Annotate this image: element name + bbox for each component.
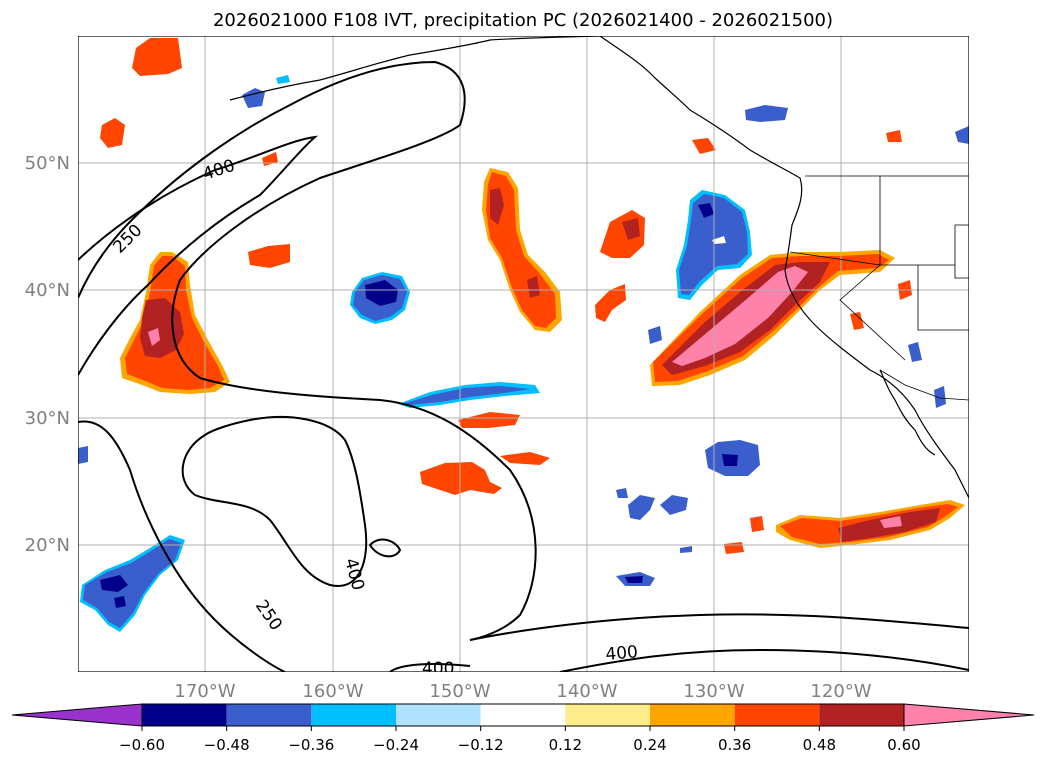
- positive-anomaly-features: [100, 38, 965, 554]
- ivt-contour-400: [559, 648, 969, 672]
- x-tick-label: 170°W: [174, 681, 235, 702]
- colorbar-segment: [650, 704, 735, 726]
- map-area: 250 400 400 250 400 400: [78, 36, 969, 679]
- contour-label: 400: [422, 659, 454, 679]
- colorbar-tick-label: 0.48: [803, 736, 836, 754]
- coastline-alaska: [229, 36, 601, 101]
- ivt-contour-small: [368, 538, 402, 558]
- colorbar-tick-label: 0.24: [633, 736, 666, 754]
- x-tick-label: 120°W: [810, 681, 871, 702]
- ivt-contour-400: [78, 135, 319, 376]
- border-us-mexico: [879, 369, 969, 401]
- anomaly-feature: [114, 596, 126, 608]
- state-lines: [789, 176, 969, 361]
- colorbar-segment: [480, 704, 566, 726]
- anomaly-feature: [850, 312, 864, 330]
- anomaly-feature: [886, 130, 902, 142]
- colorbar-segment: [819, 704, 904, 726]
- anomaly-feature: [750, 516, 764, 532]
- colorbar-tick-label: 0.60: [887, 736, 920, 754]
- anomaly-feature: [880, 516, 902, 528]
- colorbar-tick-label: −0.24: [373, 736, 419, 754]
- contour-label: 400: [605, 642, 639, 665]
- colorbar-extend-low: [11, 703, 143, 727]
- anomaly-feature: [722, 454, 738, 466]
- colorbar-outline: [141, 703, 905, 727]
- anomaly-feature: [934, 386, 946, 408]
- x-tick-label: 130°W: [683, 681, 744, 702]
- ivt-contour-250: [78, 60, 537, 641]
- colorbar-segment: [396, 704, 481, 726]
- ivt-contours: [78, 60, 969, 672]
- colorbar: −0.60 −0.48 −0.36 −0.24 −0.12 0.12 0.24 0.36 0.4…: [11, 703, 1035, 754]
- anomaly-feature: [490, 188, 504, 225]
- anomaly-feature: [955, 126, 969, 144]
- coastline-baja: [879, 369, 936, 456]
- anomaly-feature: [527, 276, 540, 298]
- colorbar-segment: [565, 704, 650, 726]
- ivt-contour-250: [78, 420, 286, 672]
- anomaly-feature: [420, 462, 502, 495]
- anomaly-feature: [132, 38, 182, 76]
- colorbar-extend-high: [903, 703, 1035, 727]
- anomaly-feature: [698, 203, 714, 218]
- y-tick-label: 30°N: [25, 408, 70, 429]
- anomaly-feature: [500, 452, 550, 465]
- anomaly-feature: [660, 495, 688, 515]
- anomaly-feature: [622, 218, 640, 240]
- anomaly-feature: [692, 138, 716, 154]
- y-axis-ticks: 50°N 40°N 30°N 20°N: [25, 153, 70, 556]
- anomaly-feature: [616, 488, 628, 498]
- anomaly-feature: [148, 328, 160, 346]
- ivt-contour-250: [469, 613, 969, 641]
- anomaly-feature: [78, 446, 88, 464]
- anomaly-feature: [672, 266, 808, 366]
- anomaly-feature: [712, 236, 726, 244]
- y-tick-label: 50°N: [25, 153, 70, 174]
- borders: [789, 175, 969, 401]
- anomaly-feature: [100, 118, 125, 148]
- anomaly-feature: [680, 546, 692, 553]
- anomaly-feature: [248, 244, 290, 268]
- chart-title: 2026021000 F108 IVT, precipitation PC (2…: [213, 10, 833, 31]
- colorbar-segment: [226, 704, 312, 726]
- anomaly-feature: [100, 575, 128, 592]
- colorbar-segment: [142, 704, 227, 726]
- colorbar-tick-label: −0.48: [204, 736, 250, 754]
- coastline-north-america: [599, 36, 969, 499]
- ivt-contour-400: [389, 663, 471, 672]
- anomaly-feature: [83, 539, 181, 628]
- y-tick-label: 20°N: [25, 535, 70, 556]
- colorbar-tick-label: −0.12: [458, 736, 504, 754]
- colorbar-segment: [734, 704, 820, 726]
- anomaly-feature: [595, 284, 626, 322]
- x-axis-ticks: 170°W 160°W 150°W 140°W 130°W 120°W: [174, 681, 871, 702]
- x-tick-label: 150°W: [429, 681, 490, 702]
- gridlines: [78, 36, 969, 672]
- anomaly-feature: [276, 75, 290, 84]
- anomaly-feature: [458, 412, 520, 428]
- colorbar-tick-label: −0.36: [288, 736, 334, 754]
- anomaly-feature: [402, 386, 530, 405]
- colorbar-tick-label: 0.12: [549, 736, 582, 754]
- anomaly-feature: [908, 342, 922, 362]
- coastlines: [229, 36, 969, 499]
- colorbar-tick-label: −0.60: [119, 736, 165, 754]
- y-tick-label: 40°N: [25, 280, 70, 301]
- ivt-contour-400: [181, 415, 368, 587]
- x-tick-label: 140°W: [556, 681, 617, 702]
- anomaly-feature: [365, 280, 398, 306]
- anomaly-feature: [628, 495, 655, 520]
- anomaly-feature: [625, 576, 643, 583]
- anomaly-feature: [745, 105, 788, 122]
- x-tick-label: 160°W: [302, 681, 363, 702]
- anomaly-feature: [648, 326, 662, 344]
- anomaly-feature: [724, 542, 744, 554]
- colorbar-tick-label: 0.36: [718, 736, 751, 754]
- colorbar-segment: [311, 704, 396, 726]
